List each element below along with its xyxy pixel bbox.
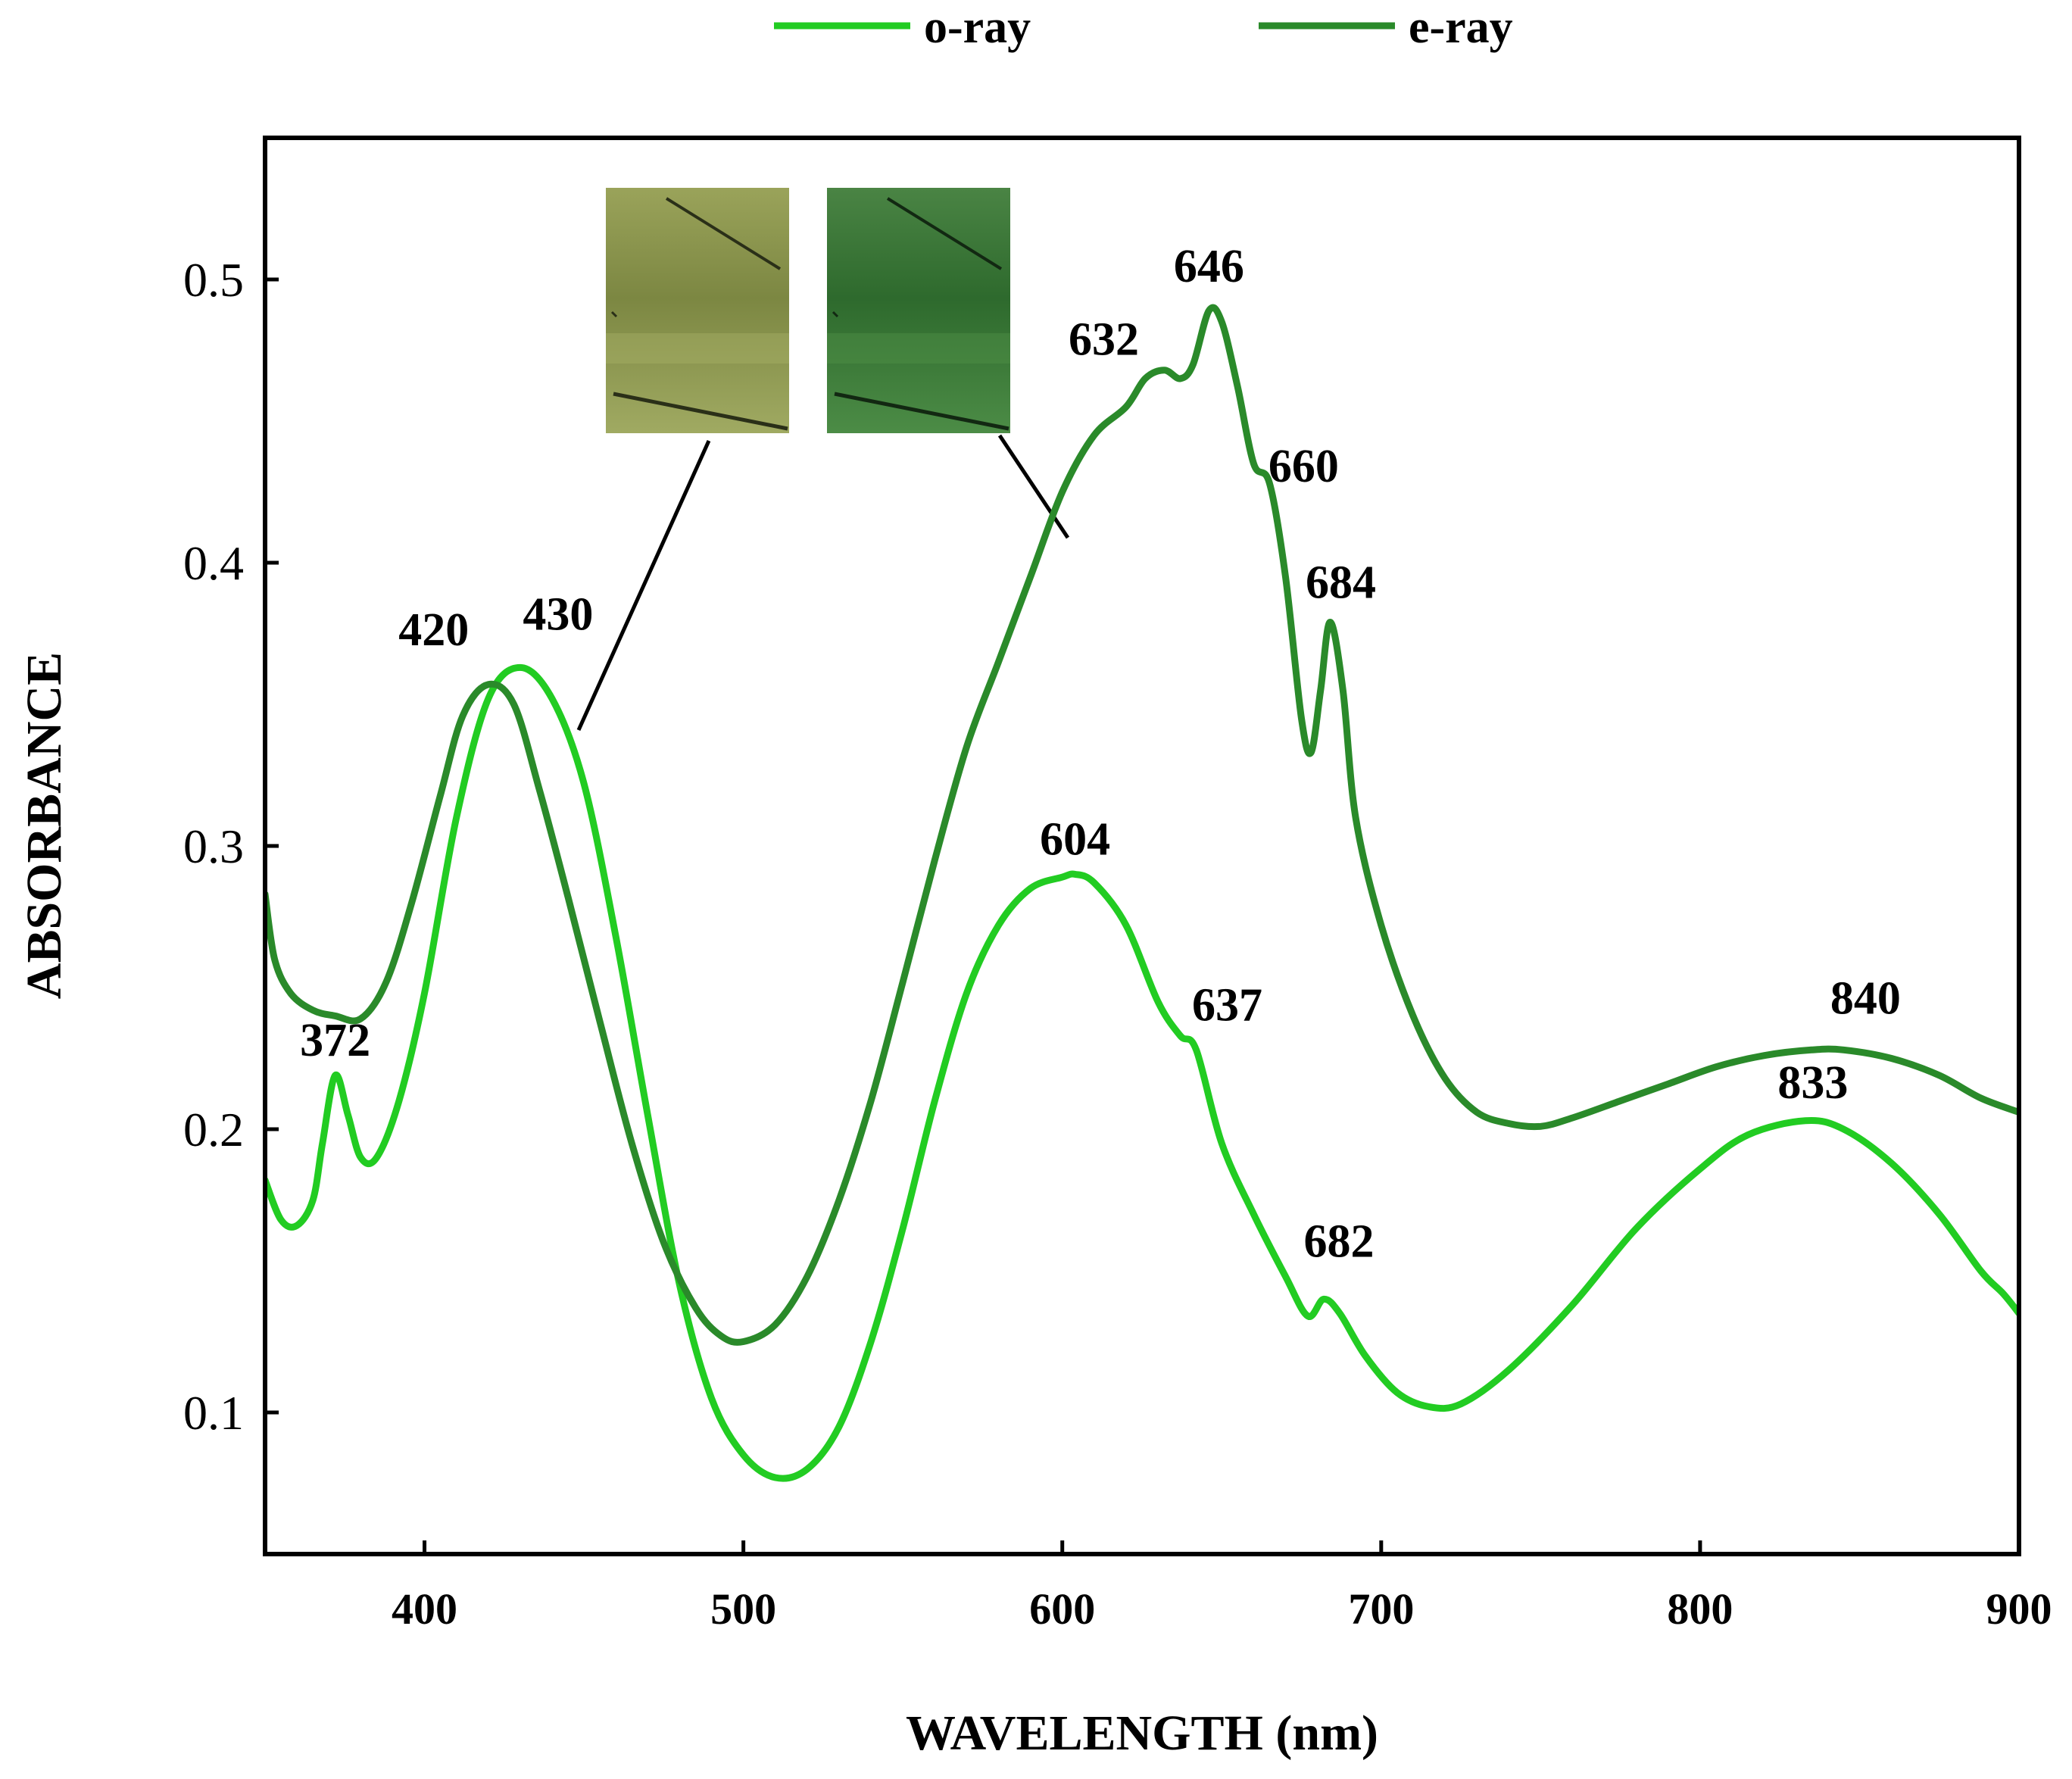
plot-frame <box>263 136 2021 1556</box>
legend: o-ray e-ray <box>774 2 1513 53</box>
x-tick-label: 800 <box>1667 1584 1733 1634</box>
peak-label-660: 660 <box>1268 441 1339 492</box>
inset-pointer-o-ray <box>576 439 711 732</box>
peak-label-637: 637 <box>1192 980 1262 1032</box>
e-ray-photo <box>827 188 1010 433</box>
series-line-e-ray <box>265 304 2019 1346</box>
y-tick-label: 0.5 <box>183 253 244 307</box>
peak-label-682: 682 <box>1304 1216 1375 1267</box>
legend-label-o-ray: o-ray <box>924 2 1031 53</box>
peak-labels: 372 420 430 604 637 682 833 632 646 660 684 840 <box>300 241 1901 1267</box>
y-axis-title: ABSORBANCE <box>17 652 72 999</box>
y-axis: 0.1 0.2 0.3 0.4 0.5 <box>183 253 279 1440</box>
x-tick-label: 400 <box>392 1584 457 1634</box>
peak-label-604: 604 <box>1040 813 1110 865</box>
x-tick-label: 900 <box>1986 1584 2052 1634</box>
y-tick-label: 0.1 <box>183 1386 244 1440</box>
peak-label-684: 684 <box>1306 557 1376 609</box>
peak-label-840: 840 <box>1830 972 1901 1024</box>
y-tick-label: 0.3 <box>183 819 244 873</box>
inset-pointer-e-ray <box>997 434 1070 539</box>
peak-label-372: 372 <box>300 1015 370 1066</box>
x-tick-label: 600 <box>1029 1584 1095 1634</box>
peak-label-632: 632 <box>1069 314 1139 366</box>
legend-label-e-ray: e-ray <box>1409 2 1513 53</box>
peak-label-430: 430 <box>523 588 593 640</box>
peak-label-833: 833 <box>1777 1057 1848 1109</box>
peak-label-420: 420 <box>398 604 469 656</box>
x-axis-title: WAVELENGTH (nm) <box>906 1706 1378 1761</box>
o-ray-photo <box>606 188 789 433</box>
x-tick-label: 700 <box>1348 1584 1414 1634</box>
y-tick-label: 0.4 <box>183 536 244 590</box>
x-axis: 400 500 600 700 800 900 <box>392 1540 2052 1634</box>
series-line-o-ray <box>265 663 2019 1482</box>
peak-label-646: 646 <box>1174 241 1244 292</box>
x-tick-label: 500 <box>710 1584 776 1634</box>
y-tick-label: 0.2 <box>183 1103 244 1156</box>
inset-photos <box>576 188 1070 732</box>
